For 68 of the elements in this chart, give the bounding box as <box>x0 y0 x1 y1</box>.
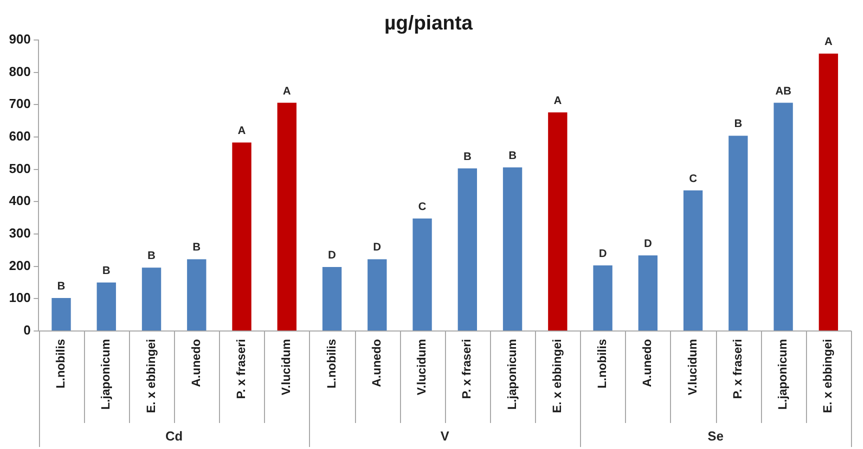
x-tick-label: E. x ebbingei <box>144 338 158 413</box>
bar <box>52 298 71 330</box>
text: Cd <box>165 428 183 444</box>
data-label: C <box>418 201 426 213</box>
data-label: A <box>554 94 562 107</box>
y-tick-label: 500 <box>8 160 31 176</box>
data-label: D <box>598 248 607 260</box>
x-tick-label: L.japonicum <box>776 338 790 410</box>
bar <box>593 265 612 330</box>
text: V <box>440 428 450 444</box>
bar <box>96 282 116 330</box>
x-tick-label: E. x ebbingei <box>550 338 564 413</box>
x-tick-label: P. x fraseri <box>730 338 744 399</box>
y-tick-label: 100 <box>8 290 31 306</box>
x-tick-label: A.unedo <box>188 338 203 387</box>
data-label: D <box>644 238 652 250</box>
bar <box>502 167 522 330</box>
y-tick-label: 0 <box>23 322 31 338</box>
x-tick-label: L.japonicum <box>504 338 519 410</box>
data-label: A <box>282 85 291 98</box>
bar <box>774 102 793 330</box>
bar <box>458 168 477 330</box>
x-tick-label: P. x fraseri <box>460 338 474 399</box>
bar <box>142 268 162 330</box>
x-tick-label: L.nobilis <box>595 338 610 388</box>
data-label: B <box>148 250 156 262</box>
bar <box>277 102 296 330</box>
data-label: B <box>734 118 742 130</box>
bar <box>638 255 658 330</box>
bar <box>683 190 703 330</box>
data-label: B <box>102 265 110 278</box>
x-tick-label: E. x ebbingei <box>820 338 835 413</box>
data-label: A <box>238 125 246 138</box>
x-tick-label: V.lucidum <box>414 338 429 396</box>
x-tick-label: P. x fraseri <box>234 338 248 399</box>
y-tick-label: 600 <box>8 128 31 144</box>
text: Se <box>708 428 724 444</box>
y-tick-label: 200 <box>8 258 31 273</box>
data-label: AB <box>775 85 792 98</box>
x-tick-label: L.nobilis <box>54 338 68 388</box>
bar <box>232 142 252 330</box>
y-tick-label: 900 <box>8 32 31 47</box>
data-label: B <box>508 150 517 162</box>
x-tick-label: L.nobilis <box>324 338 338 388</box>
data-label: B <box>192 242 201 254</box>
x-tick-label: A.unedo <box>640 338 654 387</box>
bar <box>728 136 748 330</box>
x-tick-label: V.lucidum <box>685 338 700 396</box>
bar <box>548 112 568 330</box>
bar <box>412 218 432 330</box>
y-tick-label: 800 <box>8 64 31 79</box>
data-label: A <box>824 36 832 48</box>
x-tick-label: A.unedo <box>369 338 384 387</box>
bar <box>368 259 387 330</box>
data-label: D <box>373 242 382 254</box>
bar <box>818 54 838 330</box>
data-label: B <box>57 280 66 293</box>
x-tick-label: V.lucidum <box>279 338 294 396</box>
data-label: B <box>463 150 472 163</box>
data-label: D <box>328 250 336 262</box>
x-tick-label: L.japonicum <box>98 338 113 410</box>
data-label: C <box>689 172 698 185</box>
y-tick-label: 300 <box>8 226 31 241</box>
y-tick-label: 700 <box>8 96 31 112</box>
chart-title: µg/pianta <box>384 12 474 35</box>
y-tick-label: 400 <box>8 193 31 208</box>
bar <box>187 259 206 330</box>
bar <box>322 266 342 330</box>
